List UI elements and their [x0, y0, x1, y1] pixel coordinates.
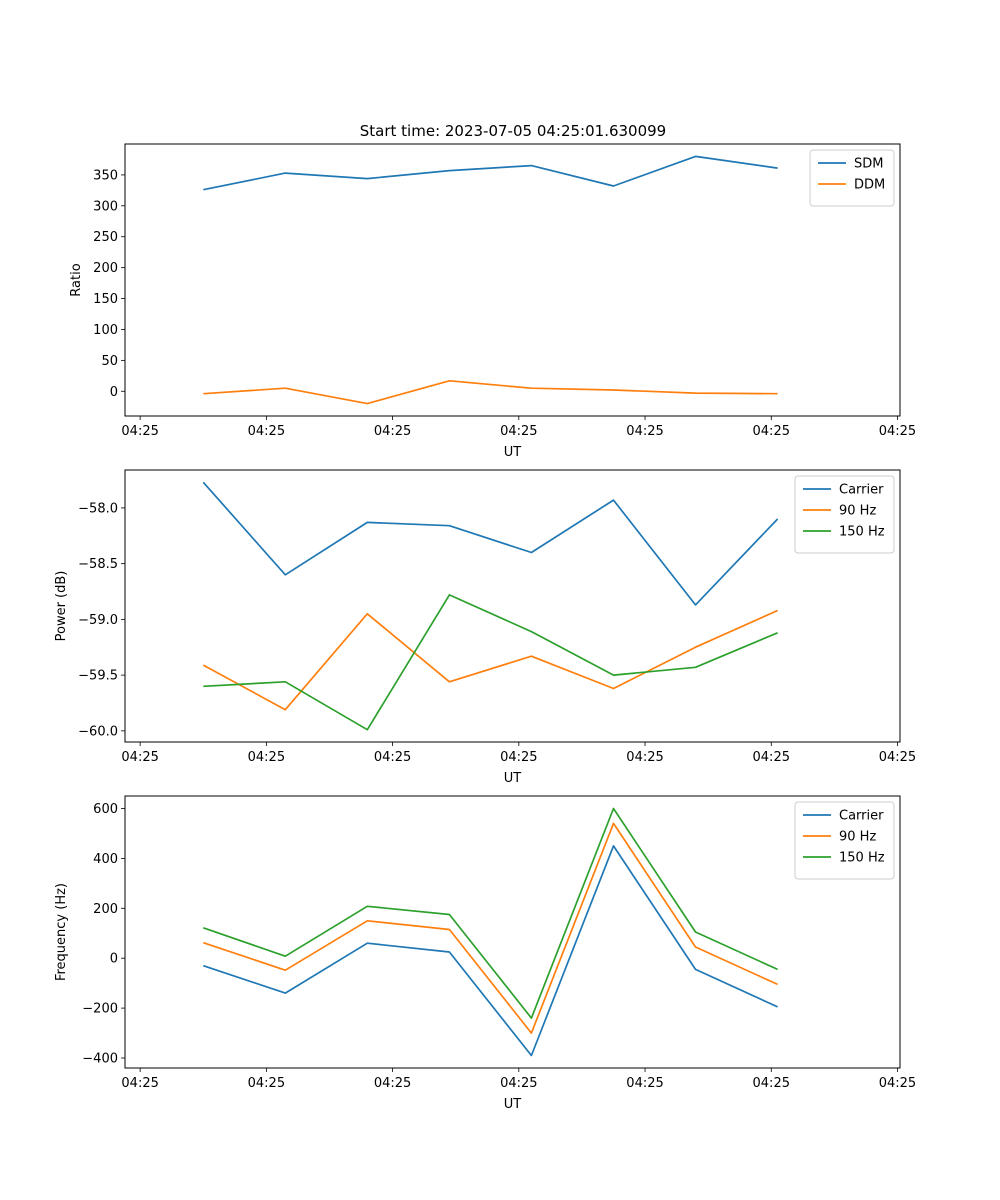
legend-box [794, 475, 895, 554]
y-tick-label: 400 [93, 852, 118, 867]
y-tick-label: 200 [93, 902, 118, 917]
x-tick-label: 04:25 [626, 1076, 663, 1091]
series-line-carrier [202, 481, 779, 606]
legend-label-150-hz: 150 Hz [839, 851, 885, 866]
y-tick-label: 200 [93, 261, 118, 276]
x-tick-label: 04:25 [500, 1076, 537, 1091]
series-line-90-hz [202, 609, 778, 711]
legend-box [794, 801, 895, 880]
x-tick-label: 04:25 [879, 424, 916, 439]
y-tick-label: 150 [93, 292, 118, 307]
series-line-150-hz [203, 807, 778, 1019]
legend-label-sdm: SDM [854, 157, 883, 172]
series-line-sdm [203, 155, 778, 191]
y-tick-label: −58.0 [78, 501, 118, 516]
y-tick-label: 0 [110, 952, 118, 967]
series-line-90-hz [203, 822, 778, 1034]
figure-title: Start time: 2023-07-05 04:25:01.630099 [360, 122, 666, 140]
legend: Carrier 90 Hz 150 Hz [794, 475, 895, 554]
power-panel: 04:2504:2504:2504:2504:2504:2504:2504:26… [54, 469, 916, 786]
legend-label-ddm: DDM [854, 178, 885, 193]
frequency-panel: 04:2504:2504:2504:2504:2504:2504:2504:26… [54, 795, 916, 1112]
y-tick-label: −200 [82, 1002, 118, 1017]
x-axis-label: UT [504, 771, 522, 786]
y-tick-label: −59.0 [78, 613, 118, 628]
x-tick-label: 04:25 [753, 424, 790, 439]
legend-label-90-hz: 90 Hz [839, 504, 876, 519]
y-tick-label: −400 [82, 1052, 118, 1067]
x-tick-label: 04:25 [374, 1076, 411, 1091]
x-tick-label: 04:25 [500, 750, 537, 765]
axes-frame [124, 795, 901, 1069]
axes-frame [124, 469, 901, 743]
x-tick-label: 04:25 [121, 1076, 158, 1091]
legend-label-carrier: Carrier [839, 809, 884, 824]
y-tick-label: −60.0 [78, 724, 118, 739]
x-tick-label: 04:25 [248, 750, 285, 765]
legend-label-150-hz: 150 Hz [839, 525, 885, 540]
y-tick-label: 300 [93, 199, 118, 214]
y-axis-label: Ratio [69, 263, 84, 296]
x-tick-label: 04:25 [121, 750, 158, 765]
series-line-ddm [203, 379, 778, 405]
legend-label-carrier: Carrier [839, 483, 884, 498]
axes-frame [124, 143, 901, 417]
x-tick-label: 04:25 [121, 424, 158, 439]
y-tick-label: 600 [93, 802, 118, 817]
y-tick-label: 250 [93, 230, 118, 245]
legend: SDM DDM [809, 149, 895, 207]
x-tick-label: 04:25 [626, 424, 663, 439]
series-line-150-hz [203, 594, 778, 731]
y-tick-label: 0 [110, 385, 118, 400]
y-tick-label: 350 [93, 168, 118, 183]
series-line-carrier [203, 845, 778, 1057]
x-tick-label: 04:25 [753, 750, 790, 765]
legend-box [809, 149, 895, 207]
x-tick-label: 04:25 [374, 424, 411, 439]
y-tick-label: −59.5 [78, 669, 118, 684]
x-tick-label: 04:25 [500, 424, 537, 439]
x-axis-label: UT [504, 1097, 522, 1112]
x-tick-label: 04:25 [248, 1076, 285, 1091]
legend: Carrier 90 Hz 150 Hz [794, 801, 895, 880]
x-tick-label: 04:25 [879, 1076, 916, 1091]
x-tick-label: 04:25 [374, 750, 411, 765]
x-tick-label: 04:25 [626, 750, 663, 765]
y-axis-label: Frequency (Hz) [54, 883, 69, 981]
y-tick-label: 100 [93, 323, 118, 338]
x-tick-label: 04:25 [248, 424, 285, 439]
y-tick-label: −58.5 [78, 557, 118, 572]
y-tick-label: 50 [101, 354, 118, 369]
x-tick-label: 04:25 [879, 750, 916, 765]
ratio-panel: 04:2504:2504:2504:2504:2504:2504:2504:26… [69, 143, 916, 460]
x-tick-label: 04:25 [753, 1076, 790, 1091]
legend-label-90-hz: 90 Hz [839, 830, 876, 845]
x-axis-label: UT [504, 445, 522, 460]
y-axis-label: Power (dB) [54, 571, 69, 642]
